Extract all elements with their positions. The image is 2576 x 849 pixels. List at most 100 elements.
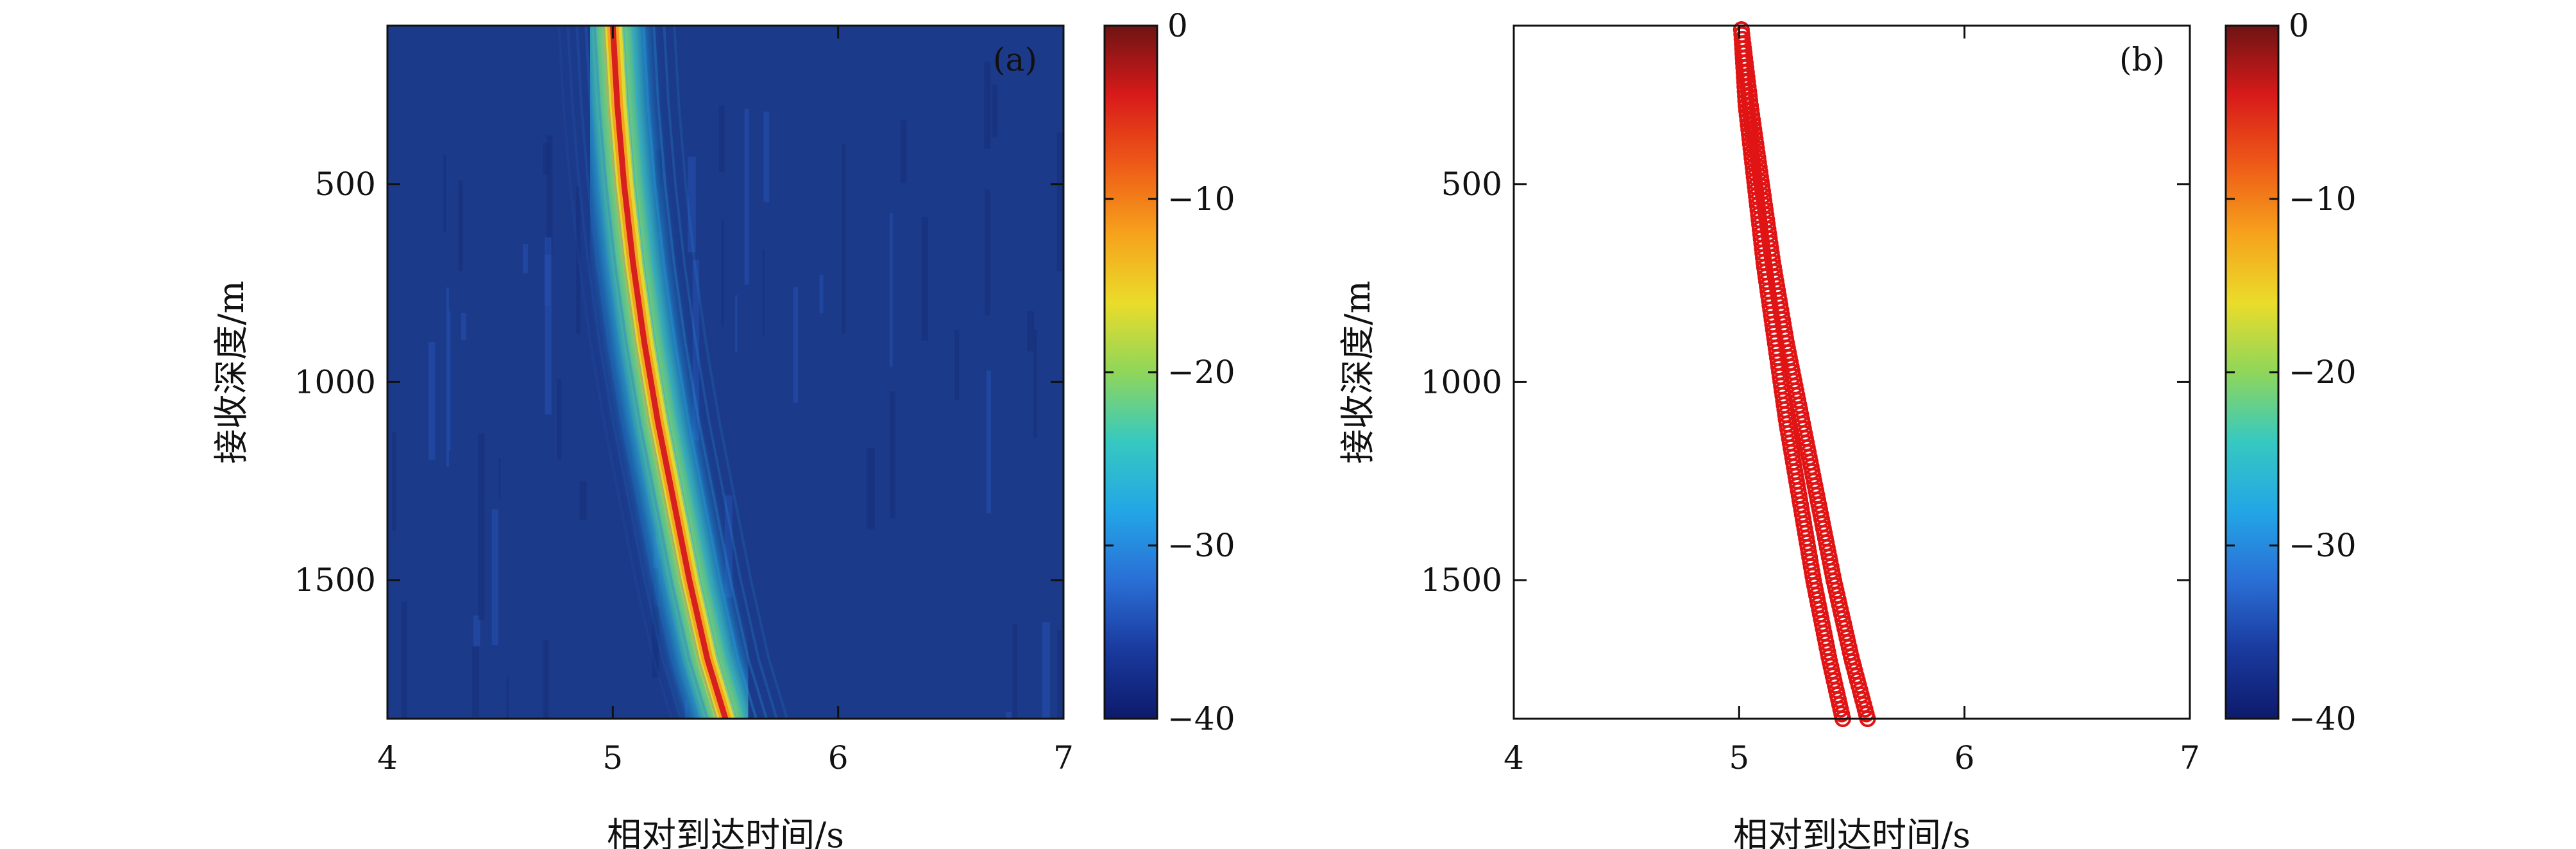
panel-a-colorbar-tick-label: −30 (1167, 527, 1235, 564)
heatmap-texture-streak (793, 287, 799, 403)
panel-b-markers (1733, 21, 1876, 727)
panel-b: 4 5 6 7 500 1000 1500 (b) 相对到达时间/s 接收深度/m 0 −1… (1337, 7, 2357, 849)
panel-b-x-tick-label: 6 (1954, 739, 1975, 776)
panel-b-x-axis-label: 相对到达时间/s (1733, 815, 1970, 849)
heatmap-ridge-ripple (593, 26, 709, 719)
panel-a-x-tick-label: 6 (828, 739, 849, 776)
panel-a-x-tick-label: 4 (377, 739, 398, 776)
panel-a-x-ticks: 4 5 6 7 (377, 26, 1074, 776)
heatmap-texture-streak (986, 370, 991, 514)
panel-a-label: (a) (993, 41, 1037, 78)
heatmap-texture-streak (461, 313, 466, 341)
panel-b-y-tick-label: 1000 (1421, 363, 1502, 400)
heatmap-ridge-ripple (673, 26, 788, 719)
heatmap-texture-streak (543, 640, 549, 719)
panel-b-y-tick-label: 1500 (1421, 562, 1502, 599)
heatmap-texture-streak (718, 105, 725, 173)
panel-a-colorbar-tick-label: −20 (1167, 354, 1235, 391)
heatmap-texture-streak (543, 142, 550, 175)
heatmap-texture-streak (721, 219, 724, 327)
panel-a-x-axis-label: 相对到达时间/s (607, 815, 844, 849)
heatmap-texture-streak (1042, 622, 1050, 719)
heatmap-texture-streak (890, 212, 893, 367)
heatmap-texture-streak (984, 61, 991, 149)
heatmap-ridge-ripple (622, 26, 737, 719)
heatmap-texture-streak (954, 330, 960, 400)
heatmap-texture-streak (478, 433, 485, 621)
heatmap-texture-streak (992, 84, 998, 138)
heatmap-texture-streak (448, 311, 451, 451)
heatmap-texture-streak (471, 646, 479, 717)
heatmap-texture-streak (506, 676, 509, 719)
heatmap-texture-streak (744, 108, 749, 285)
panel-a-y-tick-label: 500 (315, 166, 376, 203)
panel-b-x-tick-label: 5 (1729, 739, 1749, 776)
heatmap-texture-streak (890, 391, 895, 519)
panel-b-plot-area (1514, 26, 2190, 719)
heatmap-ridge-ripple (602, 26, 718, 719)
heatmap-ridge-band (609, 26, 729, 719)
panel-b-colorbar-tick-label: 0 (2289, 7, 2309, 44)
panel-b-colorbar-tick-label: −30 (2289, 527, 2357, 564)
heatmap-texture-streak (652, 568, 659, 678)
heatmap-texture-streak (724, 495, 733, 598)
heatmap-texture-streak (985, 189, 990, 316)
heatmap-ridge-ripple (663, 26, 778, 719)
heatmap-ridge-ripple (566, 26, 682, 719)
panel-b-x-tick-label: 4 (1504, 739, 1524, 776)
panel-a-y-axis-label: 接收深度/m (211, 280, 251, 463)
panel-a-frame (386, 24, 1065, 720)
heatmap-texture-streak (1012, 624, 1017, 719)
heatmap-texture-streak (546, 135, 553, 255)
heatmap-texture-streak (1006, 712, 1012, 719)
panel-a-colorbar-tick-label: −10 (1167, 180, 1235, 218)
heatmap-texture-streak (579, 481, 587, 520)
heatmap-texture-streak (498, 458, 501, 499)
panel-a-heatmap (392, 26, 1063, 719)
heatmap-ridge-ripple (557, 26, 673, 719)
panel-b-y-tick-label: 500 (1441, 166, 1502, 203)
heatmap-texture-streak (545, 237, 552, 415)
heatmap-texture-streak (491, 509, 498, 646)
heatmap-texture-streak (443, 155, 446, 232)
panel-b-frame (1513, 24, 2191, 720)
heatmap-texture-streak (1027, 311, 1035, 352)
heatmap-texture-streak (900, 119, 907, 184)
panel-a-y-tick-label: 1000 (294, 363, 376, 400)
panel-b-y-axis-label: 接收深度/m (1337, 280, 1378, 463)
heatmap-ridge-ripple (652, 26, 768, 719)
panel-a-x-tick-label: 7 (1053, 739, 1074, 776)
panel-a-y-ticks: 500 1000 1500 (294, 166, 1063, 599)
panel-a: 4 5 6 7 500 1000 1500 (a) 相对到达时间/s 接收深度/m 0 −1… (211, 7, 1235, 849)
heatmap-ridge-ripple (575, 26, 691, 719)
heatmap-texture-streak (819, 275, 824, 314)
panel-a-y-tick-label: 1500 (294, 562, 376, 599)
panel-b-x-tick-label: 7 (2180, 739, 2200, 776)
heatmap-ridge-ripple (632, 26, 747, 719)
heatmap-texture-streak (1033, 329, 1038, 438)
heatmap-texture-streak (522, 244, 529, 273)
heatmap-texture-streak (458, 180, 463, 271)
heatmap-texture-streak (735, 295, 738, 352)
panel-b-colorbar-tick-label: −40 (2289, 700, 2357, 737)
panel-a-colorbar-tick-label: 0 (1167, 7, 1188, 44)
heatmap-ridge-ripple (584, 26, 700, 719)
heatmap-texture-streak (392, 431, 396, 531)
heatmap-texture-streak (692, 259, 700, 441)
heatmap-texture-streak (557, 379, 562, 460)
panel-b-colorbar: 0 −10 −20 −30 −40 (2224, 7, 2357, 737)
heatmap-texture-streak (763, 111, 770, 203)
panel-a-colorbar-tick-label: −40 (1167, 700, 1235, 737)
panel-b-x-ticks: 4 5 6 7 (1504, 26, 2200, 776)
panel-a-colorbar: 0 −10 −20 −30 −40 (1103, 7, 1235, 737)
heatmap-texture-streak (446, 287, 450, 467)
heatmap-texture-streak (762, 250, 765, 336)
panel-a-x-tick-label: 5 (602, 739, 623, 776)
heatmap-texture-streak (685, 699, 688, 719)
heatmap-texture-streak (921, 217, 928, 341)
heatmap-ridge-ripple (642, 26, 758, 719)
heatmap-texture-streak (576, 186, 580, 334)
heatmap-texture-streak (402, 601, 407, 719)
heatmap-texture-streak (473, 615, 480, 646)
